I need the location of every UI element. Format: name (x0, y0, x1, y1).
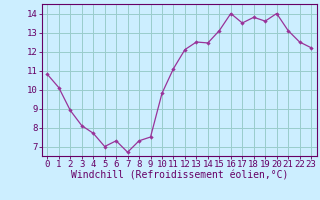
X-axis label: Windchill (Refroidissement éolien,°C): Windchill (Refroidissement éolien,°C) (70, 171, 288, 181)
